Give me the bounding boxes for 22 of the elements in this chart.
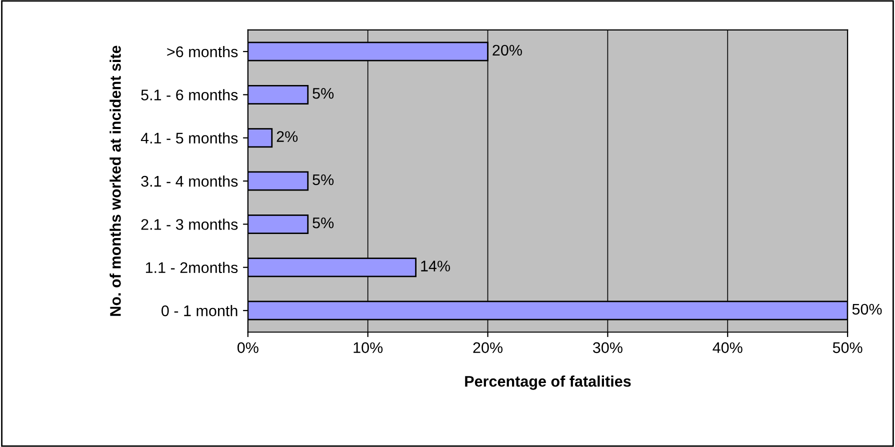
data-label: 50% [852, 304, 882, 315]
x-tick-label: 50% [832, 342, 862, 354]
data-label: 14% [421, 260, 450, 272]
y-tick-label: 4.1 - 5 months [140, 132, 238, 144]
y-tick-label: >6 months [167, 46, 238, 58]
y-tick-label: 3.1 - 4 months [141, 176, 238, 187]
x-axis-title: Percentage of fatalities [465, 376, 631, 390]
x-tick-label: 40% [712, 342, 742, 354]
y-axis-title: No. of months worked at incident site [110, 46, 121, 316]
y-tick-label: 0 - 1 month [162, 305, 238, 316]
data-label: 5% [312, 218, 334, 228]
x-tick-label: 30% [593, 342, 622, 354]
y-tick-label: 1.1 - 2months [146, 262, 238, 274]
data-label: 5% [312, 174, 334, 186]
data-label: 20% [492, 44, 522, 56]
x-tick-label: 0% [237, 342, 258, 354]
data-label: 5% [312, 88, 334, 99]
y-tick-label: 2.1 - 3 months [141, 218, 238, 230]
x-tick-label: 10% [354, 342, 383, 354]
x-tick-label: 20% [473, 342, 503, 354]
y-tick-label: 5.1 - 6 months [141, 89, 238, 100]
data-label: 2% [276, 131, 298, 142]
